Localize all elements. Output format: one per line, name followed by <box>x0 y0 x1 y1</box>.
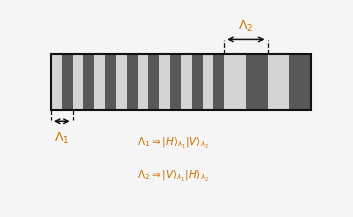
Bar <box>192 54 203 110</box>
Bar <box>62 54 73 110</box>
Bar <box>51 54 311 110</box>
Bar <box>246 54 268 110</box>
Bar <box>83 54 94 110</box>
Bar <box>170 54 181 110</box>
Text: $\Lambda_2$: $\Lambda_2$ <box>238 19 253 34</box>
Bar <box>148 54 159 110</box>
Bar <box>51 54 311 110</box>
Bar <box>289 54 311 110</box>
Bar <box>214 54 224 110</box>
Text: $\Lambda_1$: $\Lambda_1$ <box>54 130 70 146</box>
Text: $\Lambda_1 \Rightarrow |H\rangle_{\lambda_1}|V\rangle_{\lambda_2}$: $\Lambda_1 \Rightarrow |H\rangle_{\lambd… <box>137 135 209 151</box>
Bar <box>127 54 138 110</box>
Bar <box>105 54 116 110</box>
Text: $\Lambda_2 \Rightarrow |V\rangle_{\lambda_1}|H\rangle_{\lambda_2}$: $\Lambda_2 \Rightarrow |V\rangle_{\lambd… <box>137 169 209 184</box>
